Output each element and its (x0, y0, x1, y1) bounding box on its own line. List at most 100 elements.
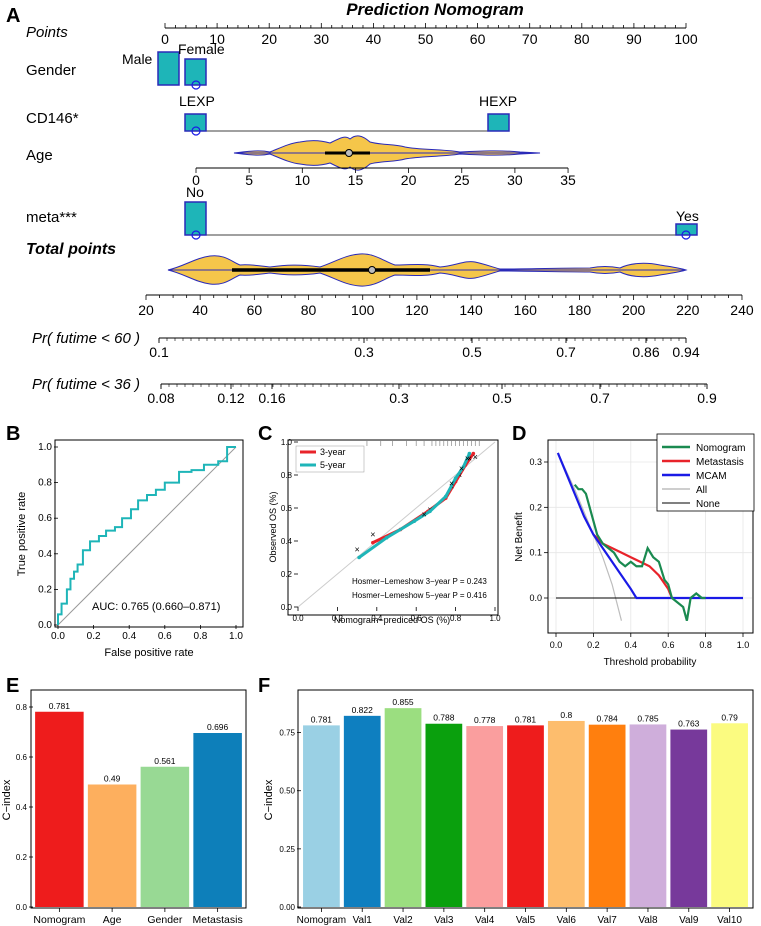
panel-e-y-tick-label: 0.0 (16, 903, 28, 912)
panel-f-x-tick-label: Val9 (679, 915, 699, 926)
legend-5year-label: 5-year (320, 460, 346, 470)
panel-f-bar-value-label: 0.785 (637, 713, 659, 723)
panel-e-bar-value-label: 0.696 (207, 722, 229, 732)
panel-f-bar-value-label: 0.781 (515, 714, 537, 724)
roc-x-tick-label: 0.0 (51, 631, 65, 642)
panel-e-bar-value-label: 0.49 (104, 774, 121, 784)
roc-xlabel: False positive rate (104, 647, 193, 659)
dca-nomogram-line (573, 483, 706, 621)
dca-metastasis-line (592, 533, 673, 599)
points-tick-label: 50 (418, 31, 434, 47)
prob36-tick-label: 0.5 (492, 390, 512, 406)
calibration-observed-cross: × (449, 478, 454, 488)
prob60-tick-label: 0.94 (672, 344, 699, 360)
hl-5year-annotation: Hosmer−Lemeshow 5−year P = 0.416 (352, 591, 487, 600)
panel-e-bars: 0.0 0.2 0.4 0.6 0.8 0.781 Nomogram 0.49 Age 0.561… (16, 701, 243, 926)
calibration-y-tick-label: 0.2 (281, 570, 293, 579)
age-tick-label: 30 (507, 172, 523, 188)
panel-f-bar (547, 720, 585, 907)
calibration-y-tick-label: 0.0 (281, 603, 293, 612)
panel-f-x-tick-label: Val1 (353, 915, 373, 926)
dca-x-tick-label: 0.2 (587, 640, 600, 650)
dca-y-tick-label: 0.2 (529, 502, 542, 512)
meta-label: meta*** (26, 209, 77, 226)
hl-3year-annotation: Hosmer−Lemeshow 3−year P = 0.243 (352, 577, 487, 586)
calibration-observed-cross: × (465, 454, 470, 464)
prob36-tick-label: 0.3 (389, 390, 409, 406)
panel-e-y-tick-label: 0.4 (16, 803, 28, 812)
legend-mcam-label: MCAM (696, 471, 727, 482)
legend-none-label: None (696, 499, 720, 510)
roc-y-tick-label: 0.2 (38, 584, 52, 595)
roc-y-tick-label: 0.6 (38, 513, 52, 524)
dca-y-tick-label: 0.3 (529, 457, 542, 467)
age-tick-label: 35 (560, 172, 576, 188)
calibration-x-tick-label: 0.6 (411, 614, 423, 623)
panel-label-e: E (6, 675, 19, 697)
roc-x-tick-label: 1.0 (229, 631, 243, 642)
panel-label-c: C (258, 423, 272, 445)
nomogram-title: Prediction Nomogram (346, 0, 524, 19)
points-tick-label: 70 (522, 31, 538, 47)
roc-plot-frame (54, 439, 244, 628)
calibration-5-year-point (428, 509, 432, 514)
calibration-y-tick-label: 0.4 (281, 537, 293, 546)
calibration-observed-cross: × (473, 452, 478, 462)
age-violin (233, 135, 541, 171)
gender-label: Gender (26, 62, 76, 79)
calibration-observed-cross: × (421, 510, 426, 520)
points-tick-label: 80 (574, 31, 590, 47)
panel-e-ylabel: C−index (1, 779, 13, 820)
panel-e-bar-value-label: 0.561 (154, 756, 176, 766)
legend-3year-label: 3-year (320, 447, 346, 457)
total-points-tick-label: 160 (514, 302, 538, 318)
total-points-tick-label: 60 (247, 302, 263, 318)
dca-ylabel: Net Benefit (514, 512, 525, 562)
roc-ylabel: True positive rate (16, 492, 28, 577)
panel-e-x-tick-label: Metastasis (193, 914, 243, 926)
points-tick-label: 60 (470, 31, 486, 47)
prob60-tick-label: 0.3 (354, 344, 374, 360)
total-points-tick-label: 20 (138, 302, 154, 318)
cd146-hexp-box (487, 113, 510, 132)
panel-f-bar-value-label: 0.784 (596, 714, 618, 724)
panel-e-bar (193, 733, 242, 907)
panel-f-bar-value-label: 0.788 (433, 713, 455, 723)
panel-e-y-tick-label: 0.8 (16, 703, 28, 712)
prob60-tick-label: 0.7 (556, 344, 576, 360)
panel-e-frame (30, 689, 247, 909)
panel-f-bar (588, 724, 626, 907)
total-points-tick-label: 80 (301, 302, 317, 318)
roc-curve (57, 446, 236, 625)
calibration-panel: 0.0 0.2 0.4 0.6 0.8 1.00.00.20.40.60.81.0 ×××… (268, 438, 501, 625)
prob60-tick-label: 0.5 (462, 344, 482, 360)
dca-legend: Nomogram Metastasis MCAM All None (656, 433, 755, 512)
panel-f-bar-value-label: 0.781 (311, 714, 333, 724)
roc-panel: 0.0 0.2 0.4 0.6 0.8 1.0 0.0 0.2 0.4 0.6 0.8 1.0 AUC… (16, 439, 244, 659)
age-tick-label: 15 (348, 172, 364, 188)
panel-f-x-tick-label: Val3 (434, 915, 454, 926)
panel-f-bar (711, 723, 748, 907)
roc-diagonal (57, 446, 237, 626)
prob36-tick-label: 0.12 (217, 390, 244, 406)
prob36-tick-label: 0.16 (258, 390, 285, 406)
dca-mcam-line (556, 452, 743, 600)
prob36-tick-label: 0.9 (697, 390, 717, 406)
calibration-5-year-point (412, 519, 417, 523)
panel-e-bar-value-label: 0.781 (49, 701, 71, 711)
calibration-legend-box (295, 445, 365, 473)
total-points-tick-label: 200 (622, 302, 646, 318)
panel-e-bar (87, 784, 137, 907)
cindex-panel-f: 0.00 0.25 0.50 0.75 0.781 Nomogram 0.822 Val1 0.… (263, 689, 754, 926)
meta-marker-no (191, 230, 201, 240)
calibration-y-tick-label: 0.6 (281, 504, 293, 513)
cd146-lexp-box (184, 113, 207, 132)
cd146-marker (191, 126, 201, 136)
dca-y-tick-label: 0.0 (529, 593, 542, 603)
points-tick-label: 100 (674, 31, 698, 47)
calibration-5-year-line (358, 452, 471, 559)
prob60-tick-label: 0.1 (149, 344, 169, 360)
panel-label-b: B (6, 423, 20, 445)
roc-y-tick-label: 0.0 (38, 620, 52, 631)
panel-f-bar (425, 723, 463, 907)
